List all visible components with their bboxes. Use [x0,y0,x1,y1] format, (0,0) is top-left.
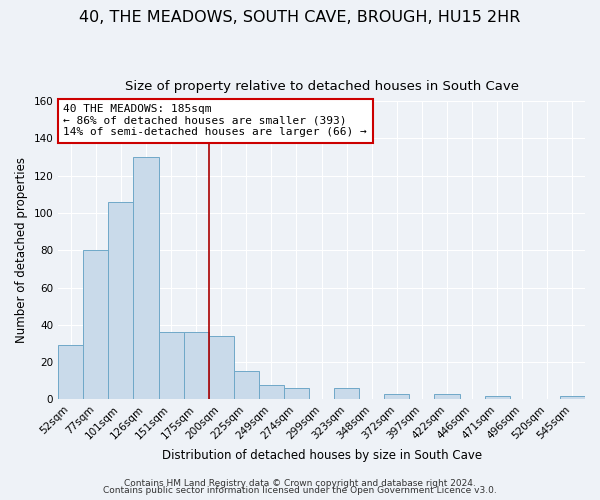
Bar [284,388,309,400]
Bar [334,388,359,400]
Text: 40 THE MEADOWS: 185sqm
← 86% of detached houses are smaller (393)
14% of semi-de: 40 THE MEADOWS: 185sqm ← 86% of detached… [64,104,367,138]
Bar [234,372,259,400]
Text: 40, THE MEADOWS, SOUTH CAVE, BROUGH, HU15 2HR: 40, THE MEADOWS, SOUTH CAVE, BROUGH, HU1… [79,10,521,25]
Bar [434,394,460,400]
X-axis label: Distribution of detached houses by size in South Cave: Distribution of detached houses by size … [161,450,482,462]
Bar [485,396,510,400]
Bar [58,346,83,400]
Bar [184,332,209,400]
Bar [259,384,284,400]
Bar [158,332,184,400]
Text: Contains public sector information licensed under the Open Government Licence v3: Contains public sector information licen… [103,486,497,495]
Title: Size of property relative to detached houses in South Cave: Size of property relative to detached ho… [125,80,518,93]
Y-axis label: Number of detached properties: Number of detached properties [15,158,28,344]
Bar [385,394,409,400]
Bar [209,336,234,400]
Bar [83,250,109,400]
Text: Contains HM Land Registry data © Crown copyright and database right 2024.: Contains HM Land Registry data © Crown c… [124,478,476,488]
Bar [133,157,158,400]
Bar [109,202,133,400]
Bar [560,396,585,400]
